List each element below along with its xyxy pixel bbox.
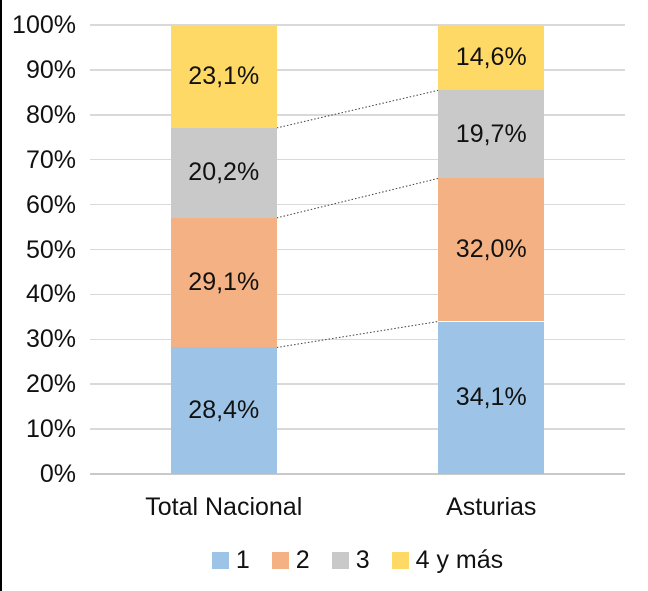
y-axis-tick-label: 0%	[39, 460, 76, 488]
data-label: 19,7%	[455, 119, 527, 148]
legend-label: 4 y más	[415, 546, 504, 574]
category-label: Total Nacional	[145, 493, 303, 521]
data-label: 20,2%	[188, 158, 260, 187]
y-axis-tick-label: 30%	[25, 325, 76, 354]
data-label: 32,0%	[455, 235, 527, 264]
bar-segment-series-4: 23,1%	[170, 25, 277, 128]
legend: 1 2 3 4 y más	[90, 546, 625, 574]
series-connector-line	[276, 177, 439, 219]
legend-item-1: 1	[211, 546, 250, 574]
bar-segment-series-2: 32,0%	[438, 178, 545, 322]
y-axis-tick-label: 40%	[25, 280, 76, 309]
y-axis-tick-label: 60%	[25, 190, 76, 219]
legend-label: 2	[295, 546, 310, 574]
legend-swatch	[211, 551, 229, 569]
gridline	[90, 69, 625, 71]
legend-item-4: 4 y más	[391, 546, 504, 574]
y-axis-tick-label: 10%	[25, 415, 76, 444]
bar-segment-series-1: 28,4%	[170, 347, 277, 474]
bar-segment-series-1: 34,1%	[438, 321, 545, 474]
gridline	[90, 24, 625, 26]
y-axis-tick-label: 50%	[25, 235, 76, 264]
data-label: 23,1%	[188, 61, 260, 90]
data-label: 29,1%	[188, 268, 260, 297]
y-axis-tick-label: 20%	[25, 370, 76, 399]
gridline	[90, 248, 625, 251]
legend-label: 3	[355, 546, 370, 574]
y-axis-tick-label: 70%	[25, 145, 76, 174]
category-label: Asturias	[446, 493, 537, 521]
x-axis-line	[90, 473, 625, 475]
y-axis-tick-label: 90%	[25, 55, 76, 84]
image-left-border	[0, 0, 2, 591]
data-label: 34,1%	[455, 383, 527, 412]
series-connector-line	[276, 89, 439, 129]
legend-swatch	[331, 551, 349, 569]
series-connector-line	[276, 321, 439, 348]
y-axis-tick-label: 100%	[12, 11, 76, 39]
gridline	[90, 428, 625, 430]
gridline	[90, 383, 625, 385]
bar-segment-series-4: 14,6%	[438, 25, 545, 91]
legend-item-2: 2	[271, 546, 310, 574]
data-label: 28,4%	[188, 396, 260, 425]
y-axis-tick-label: 80%	[25, 100, 76, 129]
legend-swatch	[271, 551, 289, 569]
legend-swatch	[391, 551, 409, 569]
data-label: 14,6%	[455, 43, 527, 72]
bar-segment-series-3: 20,2%	[170, 127, 277, 218]
gridline	[90, 293, 625, 296]
bar-segment-series-2: 29,1%	[170, 217, 277, 348]
gridline	[90, 158, 625, 161]
legend-label: 1	[235, 546, 250, 574]
legend-item-3: 3	[331, 546, 370, 574]
bar-segment-series-3: 19,7%	[438, 90, 545, 179]
